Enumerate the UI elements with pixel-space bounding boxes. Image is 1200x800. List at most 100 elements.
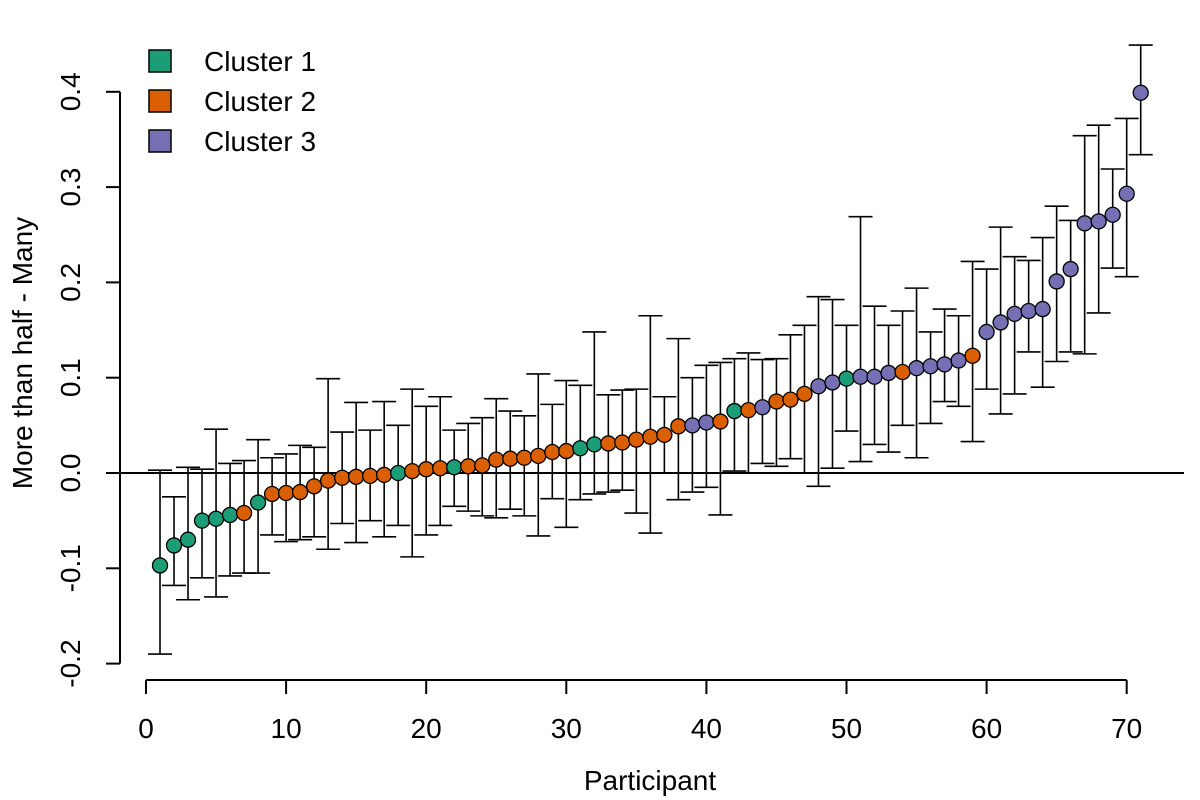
legend-swatch (148, 129, 172, 153)
data-point-19 (404, 462, 421, 480)
data-point-34 (614, 434, 631, 451)
data-point-57 (936, 356, 953, 373)
data-point-66 (1062, 260, 1079, 278)
y-tick-label: 0.1 (55, 358, 86, 397)
legend-swatch (148, 49, 172, 73)
legend-item-1: Cluster 1 (148, 46, 316, 77)
data-point-58 (950, 352, 967, 369)
data-point-38 (670, 418, 687, 435)
data-point-39 (684, 417, 701, 434)
data-point-27 (516, 449, 533, 466)
data-point-10 (277, 484, 295, 502)
data-point-36 (642, 428, 659, 445)
y-axis: -0.2 -0.1 0.0 0.1 0.2 0.3 0.4 (55, 72, 121, 688)
legend: Cluster 1 Cluster 2 Cluster 3 (148, 46, 316, 157)
data-point-21 (432, 460, 449, 477)
data-point-15 (347, 468, 365, 485)
plot-area (120, 44, 1184, 655)
data-point-51 (852, 368, 869, 385)
data-point-59 (964, 347, 981, 364)
data-point-16 (362, 467, 379, 485)
data-point-13 (319, 472, 337, 489)
x-axis: 0 10 20 30 40 50 60 70 (138, 679, 1142, 744)
data-point-11 (291, 483, 309, 501)
data-point-49 (824, 374, 841, 391)
data-point-6 (221, 506, 239, 524)
errorbar-51 (848, 215, 873, 463)
data-point-37 (656, 426, 673, 444)
data-point-22 (446, 459, 463, 476)
errorbar-53 (876, 324, 901, 453)
data-point-71 (1132, 84, 1149, 101)
data-point-1 (151, 557, 169, 574)
data-point-31 (572, 440, 589, 457)
legend-label: Cluster 3 (204, 126, 316, 157)
y-tick-label: 0.4 (55, 72, 86, 111)
data-point-52 (866, 368, 883, 385)
x-tick-label: 40 (691, 713, 722, 744)
y-tick-label: 0.0 (55, 454, 86, 493)
data-point-43 (740, 401, 757, 419)
y-axis-title: More than half - Many (7, 217, 38, 489)
errorbar-36 (638, 314, 663, 534)
data-point-54 (894, 363, 911, 381)
data-point-67 (1076, 215, 1093, 232)
x-tick-label: 30 (551, 713, 582, 744)
data-point-12 (305, 478, 323, 495)
x-tick-label: 0 (138, 713, 154, 744)
legend-label: Cluster 1 (204, 46, 316, 77)
x-tick-label: 60 (971, 713, 1002, 744)
data-point-17 (376, 466, 393, 484)
y-tick-label: -0.1 (55, 544, 86, 592)
errorbar-35 (624, 388, 649, 514)
data-point-7 (235, 504, 253, 522)
data-point-45 (768, 393, 785, 410)
data-point-63 (1020, 302, 1037, 320)
x-axis-title: Participant (584, 765, 717, 796)
data-point-56 (922, 358, 939, 375)
data-point-69 (1104, 206, 1121, 223)
x-tick-label: 10 (271, 713, 302, 744)
data-point-68 (1090, 213, 1107, 230)
data-point-30 (558, 442, 575, 460)
errorbar-41 (708, 361, 733, 516)
data-point-23 (460, 458, 477, 475)
data-point-5 (207, 510, 225, 527)
data-point-29 (544, 443, 561, 461)
errorbar-45 (764, 357, 789, 468)
data-point-35 (628, 431, 645, 448)
data-point-47 (796, 385, 813, 403)
legend-item-2: Cluster 2 (148, 86, 316, 117)
data-point-61 (992, 314, 1009, 331)
legend-item-3: Cluster 3 (148, 126, 316, 157)
data-point-24 (474, 457, 491, 474)
data-point-3 (179, 531, 197, 548)
data-point-40 (698, 414, 715, 431)
data-point-2 (165, 537, 183, 554)
data-point-50 (838, 370, 855, 387)
y-tick-label: -0.2 (55, 639, 86, 687)
data-point-53 (880, 364, 897, 382)
data-point-70 (1118, 185, 1135, 202)
legend-swatch (148, 89, 172, 113)
errorbar-56 (918, 331, 943, 425)
errorbar-57 (932, 308, 957, 403)
errorbar-13 (316, 377, 341, 551)
data-point-65 (1048, 273, 1065, 290)
y-tick-label: 0.3 (55, 168, 86, 207)
x-tick-label: 70 (1111, 713, 1142, 744)
data-point-46 (782, 391, 799, 408)
data-point-18 (390, 464, 407, 482)
x-tick-label: 50 (831, 713, 862, 744)
errorbar-32 (582, 331, 607, 495)
data-point-64 (1034, 300, 1051, 318)
data-point-8 (249, 494, 267, 511)
data-point-44 (754, 399, 771, 416)
errorbar-67 (1072, 134, 1097, 355)
data-point-41 (712, 413, 729, 430)
data-point-26 (502, 450, 519, 467)
data-point-14 (333, 469, 351, 486)
y-tick-label: 0.2 (55, 263, 86, 302)
data-point-4 (193, 512, 211, 529)
data-point-9 (263, 485, 281, 503)
